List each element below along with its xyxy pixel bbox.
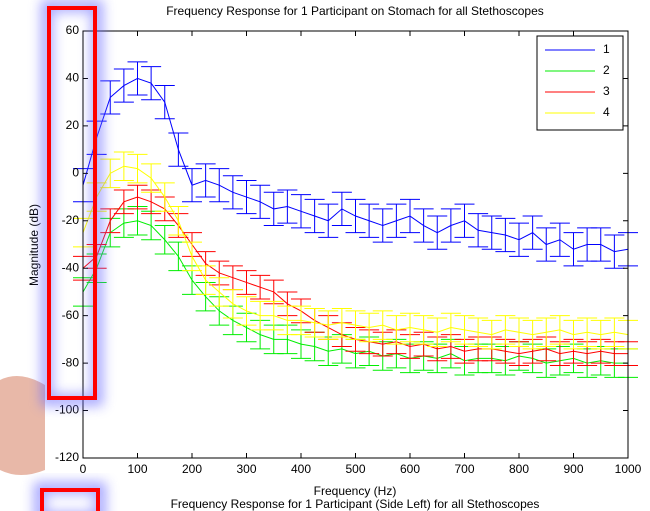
highlight-box — [40, 488, 100, 511]
y-tick-label: -80 — [62, 355, 80, 369]
x-tick-label: 700 — [454, 462, 474, 476]
series-line — [82, 165, 629, 336]
legend-label: 4 — [603, 105, 610, 119]
x-tick-label: 0 — [80, 462, 87, 476]
x-tick-label: 500 — [345, 462, 365, 476]
y-tick-label: -60 — [62, 308, 80, 322]
series-line — [82, 220, 628, 364]
x-tick-label: 600 — [400, 462, 420, 476]
x-tick-label: 100 — [127, 462, 147, 476]
y-tick-label: 0 — [72, 166, 79, 180]
highlight-box — [47, 6, 97, 400]
y-tick-label: 60 — [66, 23, 80, 37]
legend-box — [536, 35, 624, 131]
x-tick-label: 1000 — [615, 462, 642, 476]
next-chart-title: Frequency Response for 1 Participant (Si… — [171, 497, 540, 511]
y-tick-label: -40 — [62, 260, 80, 274]
y-tick-label: -120 — [55, 450, 79, 464]
x-tick-label: 300 — [236, 462, 256, 476]
y-axis-label: Magnitude (dB) — [27, 204, 41, 286]
legend-label: 2 — [603, 63, 610, 77]
legend-label: 3 — [603, 84, 610, 98]
legend-label: 1 — [603, 42, 610, 56]
y-tick-label: 40 — [66, 71, 80, 85]
background-blob — [0, 376, 45, 475]
y-tick-label: -20 — [62, 213, 80, 227]
x-tick-label: 400 — [291, 462, 311, 476]
highlight-glow — [41, 0, 103, 406]
y-tick-label: -100 — [55, 403, 79, 417]
x-tick-label: 800 — [509, 462, 529, 476]
x-tick-label: 900 — [563, 462, 583, 476]
y-tick-label: 20 — [66, 118, 80, 132]
x-tick-label: 200 — [182, 462, 202, 476]
chart-title: Frequency Response for 1 Participant on … — [166, 4, 544, 18]
series-line — [82, 77, 629, 253]
x-axis-label: Frequency (Hz) — [314, 484, 397, 498]
